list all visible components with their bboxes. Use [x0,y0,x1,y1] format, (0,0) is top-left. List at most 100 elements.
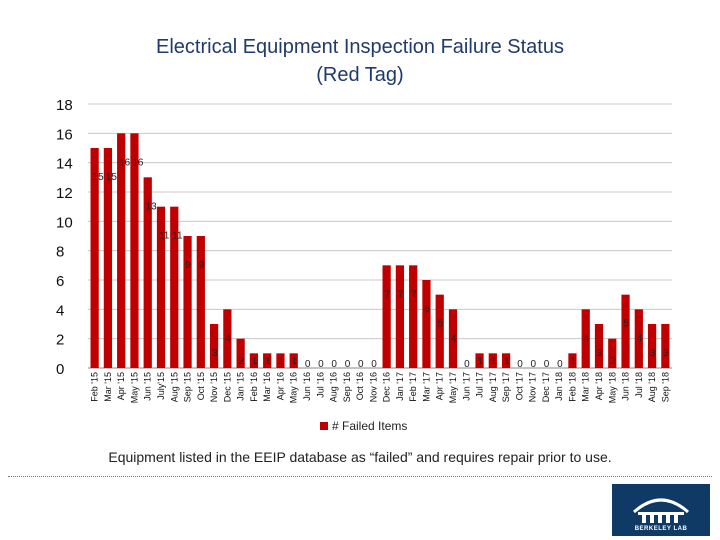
data-label: 1 [477,356,483,367]
caption: Equipment listed in the EEIP database as… [108,449,612,465]
data-label: 16 [132,157,144,168]
y-tick-label: 18 [56,97,73,114]
bar [90,148,99,368]
x-tick-label: Nov '17 [528,372,538,402]
berkeley-lab-logo: BERKELEY LAB [612,484,710,536]
x-tick-label: Aug '15 [169,372,179,402]
x-tick-label: Jun '15 [143,372,153,401]
data-label: 5 [438,319,444,330]
legend: # Failed Items [320,419,407,433]
bar [276,353,285,368]
data-label: 5 [623,319,629,330]
x-tick-label: Oct '16 [355,372,365,400]
x-tick-label: Mar '15 [103,372,113,402]
data-label: 3 [650,348,656,359]
x-tick-label: Oct '15 [196,372,206,400]
x-tick-label: Apr '16 [275,372,285,400]
data-label: 1 [265,356,271,367]
bar [568,353,577,368]
data-label: 9 [199,260,205,271]
x-tick-label: Jun '18 [621,372,631,401]
x-tick-label: Jun '17 [461,372,471,401]
bar [422,280,431,368]
x-tick-label: Dec '17 [541,372,551,402]
data-label: 0 [345,359,351,370]
x-tick-label: Dec '15 [222,372,232,402]
x-tick-label: Jan '18 [554,372,564,401]
bar [475,353,484,368]
data-label: 1 [278,356,284,367]
bar [196,236,205,368]
data-label: 13 [146,201,158,212]
data-label: 0 [464,359,470,370]
logo-text: BERKELEY LAB [634,526,688,532]
x-tick-label: Apr '17 [435,372,445,400]
data-label: 0 [531,359,537,370]
bar [382,265,391,368]
y-tick-label: 14 [56,156,73,173]
x-tick-label: Jul '17 [475,372,485,398]
x-tick-label: Apr '15 [116,372,126,400]
data-label: 6 [424,304,430,315]
data-label: 11 [172,231,183,242]
data-label: 3 [597,348,603,359]
data-label: 7 [385,289,391,300]
y-tick-label: 10 [56,214,73,231]
bar [621,294,630,368]
x-tick-label: Sep '16 [342,372,352,402]
x-tick-label: Feb '17 [408,372,418,402]
x-tick-label: Mar '18 [581,372,591,402]
data-label: 9 [185,260,191,271]
x-tick-label: Apr '18 [594,372,604,400]
y-tick-label: 2 [56,332,64,349]
data-label: 0 [318,359,324,370]
data-label: 16 [119,157,131,168]
data-label: 0 [358,359,364,370]
data-label: 0 [371,359,377,370]
data-label: 2 [239,356,245,367]
data-label: 1 [504,356,510,367]
data-label: 7 [398,289,404,300]
data-label: 4 [451,333,457,344]
data-label: 7 [411,289,417,300]
x-tick-label: Nov '15 [209,372,219,402]
data-label: 0 [517,359,523,370]
title-line-2: (Red Tag) [316,64,404,86]
data-label: 1 [292,356,298,367]
bar [156,206,166,368]
data-label: 1 [252,356,258,367]
bar [594,324,604,368]
y-tick-label: 8 [56,244,64,261]
x-tick-label: Aug '16 [329,372,339,402]
legend-swatch [320,422,328,430]
data-label: 15 [93,172,105,183]
data-label: 3 [663,348,669,359]
bar [409,265,418,368]
bar [448,309,458,368]
x-tick-label: Jul '16 [315,372,325,398]
bar [289,353,298,368]
x-tick-label: Mar '17 [421,372,431,402]
bar [130,133,139,368]
x-tick-label: Sep '15 [183,372,193,402]
x-tick-label: Oct '17 [514,372,524,400]
bar [209,324,219,368]
x-tick-label: Feb '16 [249,372,259,402]
chart-title: Electrical Equipment Inspection Failure … [60,33,660,89]
bar [183,236,192,368]
y-tick-label: 4 [56,302,64,319]
bar [435,294,444,368]
x-tick-label: May '15 [129,372,139,403]
data-label: 1 [491,356,497,367]
x-tick-label: Sep '17 [501,372,511,402]
x-tick-label: May '16 [289,372,299,403]
x-tick-label: Sep '18 [660,372,670,402]
bar [488,353,497,368]
data-label: 0 [557,359,563,370]
y-tick-label: 0 [56,361,64,378]
x-tick-label: Feb '15 [90,372,100,402]
divider [8,476,712,477]
bar [661,324,670,368]
bar [249,353,259,368]
